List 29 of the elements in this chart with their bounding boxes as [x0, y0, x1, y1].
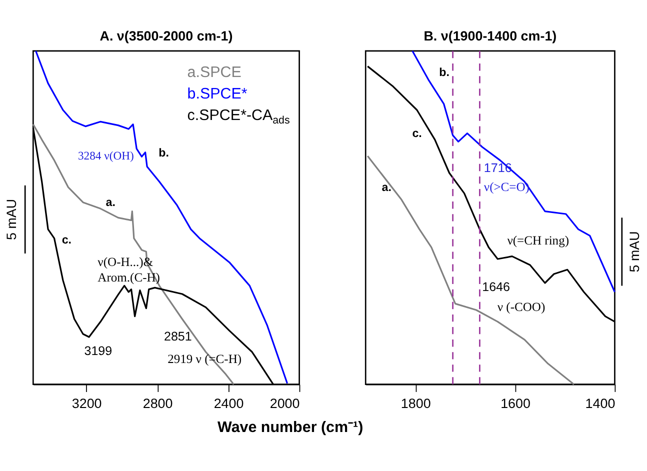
annotation: b.: [158, 146, 169, 160]
chart-title: A. ν(3500-2000 cm-1): [100, 28, 233, 44]
annotation: ν(=CH ring): [507, 234, 570, 248]
x-tick-label: 3200: [72, 396, 102, 412]
annotation: a.: [382, 180, 392, 194]
text: a.SPCE: [187, 64, 242, 81]
annotation: 1646: [482, 280, 510, 294]
x-tick-label: 2800: [142, 396, 173, 412]
annotation: c.: [62, 234, 72, 247]
x-tick-label: 2000: [270, 396, 300, 412]
annotation: c.: [412, 127, 422, 140]
x-tick-label: 2400: [214, 396, 244, 412]
annotation: 2919 ν (=C-H): [168, 352, 242, 366]
annotation: ν(>C=O): [484, 180, 530, 194]
text: 5 mAU: [626, 231, 642, 272]
chart-title: B. ν(1900-1400 cm-1): [424, 28, 557, 44]
annotation: 3199: [84, 344, 112, 358]
annotation: a.: [106, 196, 116, 210]
annotation: ν (-COO): [497, 300, 546, 314]
x-tick-label: 1400: [585, 396, 616, 412]
x-axis-title: Wave number (cm⁻¹): [218, 418, 364, 436]
annotation: 2851: [164, 329, 192, 344]
x-tick-label: 1800: [400, 396, 431, 412]
x-tick-label: 1600: [500, 396, 530, 412]
annotation: ν(O-H...)& Arom.(C-H): [98, 255, 160, 285]
annotation: b.: [439, 66, 450, 80]
text: 5 mAU: [4, 198, 20, 240]
text: b.SPCE*: [187, 85, 248, 102]
annotation: 3284 ν(OH): [78, 149, 134, 162]
